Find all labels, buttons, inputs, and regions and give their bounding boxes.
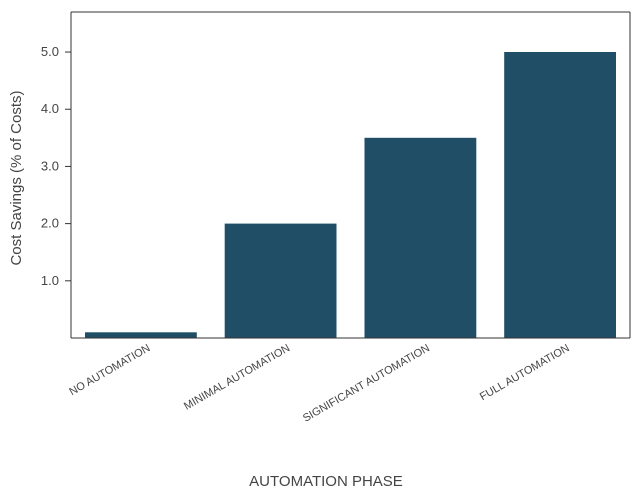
axes-layer — [65, 11, 631, 339]
x-tick-label: NO AUTOMATION — [67, 342, 152, 398]
x-tick-label: MINIMAL AUTOMATION — [182, 342, 292, 413]
y-tick-label: 2.0 — [41, 216, 59, 231]
bar-full-automation — [504, 52, 616, 338]
bar-minimal-automation — [224, 223, 337, 338]
y-axis-title: Cost Savings (% of Costs) — [8, 90, 25, 265]
x-tick-label: SIGNIFICANT AUTOMATION — [301, 342, 432, 425]
bars-layer — [85, 52, 616, 338]
bar-significant-automation — [364, 137, 477, 338]
y-tick-label: 4.0 — [41, 101, 59, 116]
y-tick-label: 1.0 — [41, 273, 59, 288]
y-tick-label: 3.0 — [41, 158, 59, 173]
x-tick-label: FULL AUTOMATION — [478, 342, 572, 403]
bar-no-automation — [85, 332, 197, 338]
x-axis-title: AUTOMATION PHASE — [249, 473, 403, 489]
y-tick-label: 5.0 — [41, 44, 59, 59]
